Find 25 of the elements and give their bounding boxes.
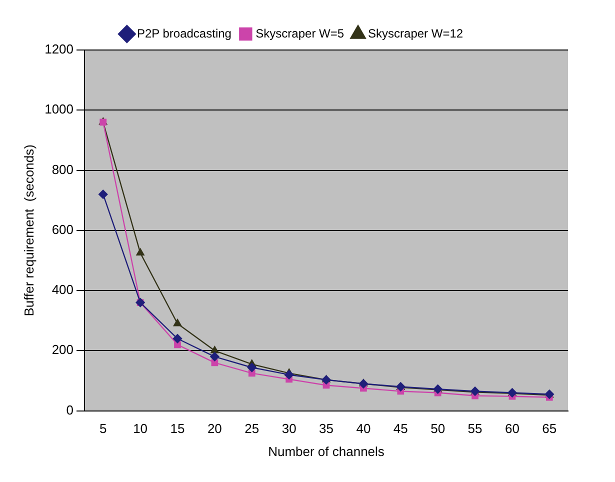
x-tick-label: 30 [282, 421, 296, 436]
x-tick-label: 55 [468, 421, 482, 436]
y-tick-label: 800 [52, 162, 74, 177]
x-tick-label: 65 [542, 421, 557, 436]
legend-label: Skyscraper W=12 [368, 26, 464, 40]
legend-label: P2P broadcasting [136, 26, 232, 40]
y-axis-title: Buffer requirement (seconds) [21, 144, 36, 316]
y-tick-label: 1200 [44, 42, 74, 57]
y-tick-label: 200 [52, 342, 74, 358]
x-tick-label: 45 [393, 421, 408, 436]
x-tick-label: 60 [504, 421, 520, 436]
y-tick-label: 600 [52, 222, 74, 237]
x-tick-label: 25 [244, 421, 260, 436]
y-tick-label: 1000 [44, 102, 74, 117]
x-tick-label: 5 [100, 421, 107, 436]
x-axis-title: Number of channels [268, 444, 385, 459]
x-tick-label: 15 [170, 421, 185, 436]
y-tick-label: 0 [66, 402, 74, 418]
x-tick-label: 35 [319, 421, 334, 436]
legend-label: Skyscraper W=5 [256, 26, 344, 40]
y-tick-label: 400 [52, 282, 74, 298]
x-tick-label: 20 [207, 421, 222, 436]
x-tick-label: 50 [430, 421, 446, 436]
x-tick-label: 40 [356, 421, 371, 436]
x-tick-label: 10 [133, 421, 148, 436]
